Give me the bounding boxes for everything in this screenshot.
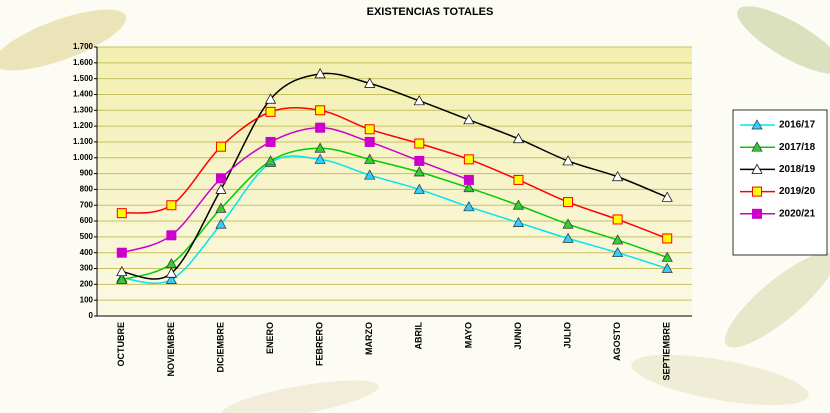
y-tick-label: 1.500 [73, 74, 94, 83]
x-tick-label: JUNIO [513, 322, 523, 350]
y-tick-label: 900 [80, 169, 94, 178]
data-point [215, 218, 227, 229]
data-point [661, 262, 673, 273]
data-point [413, 166, 425, 177]
x-tick-label: ENERO [265, 322, 275, 354]
data-point [215, 183, 227, 194]
legend-marker [752, 208, 762, 219]
y-tick-label: 0 [89, 311, 94, 320]
y-tick-label: 1.700 [73, 42, 94, 51]
legend-label: 2018/19 [779, 164, 816, 175]
data-point [463, 114, 475, 125]
x-tick-label: ABRIL [414, 322, 424, 350]
data-point [314, 142, 326, 153]
data-point [562, 155, 574, 166]
y-tick-label: 1.200 [73, 121, 94, 130]
legend-marker [751, 119, 763, 130]
data-point [612, 214, 623, 225]
data-point [265, 106, 276, 117]
y-tick-label: 200 [80, 279, 94, 288]
data-point [165, 267, 177, 278]
data-point [215, 202, 227, 213]
data-point [463, 182, 475, 193]
legend-marker [751, 141, 763, 152]
data-point [513, 174, 524, 185]
y-tick-label: 700 [80, 200, 94, 209]
y-tick-label: 1.600 [73, 58, 94, 67]
y-tick-label: 1.100 [73, 137, 94, 146]
data-point [463, 174, 474, 185]
x-tick-label: SEPTIEMBRE [662, 322, 672, 381]
y-tick-label: 400 [80, 248, 94, 257]
legend-label: 2019/20 [779, 186, 816, 197]
data-point [166, 200, 177, 211]
y-tick-label: 500 [80, 232, 94, 241]
legend-label: 2016/17 [779, 120, 816, 131]
y-tick-label: 800 [80, 185, 94, 194]
y-tick-label: 600 [80, 216, 94, 225]
y-tick-label: 300 [80, 264, 94, 273]
legend [732, 109, 828, 256]
data-point [662, 233, 673, 244]
x-tick-label: NOVIEMBRE [166, 322, 176, 377]
data-point [364, 124, 375, 135]
data-point [512, 133, 525, 144]
legend-label: 2017/18 [779, 142, 816, 153]
data-point [612, 171, 624, 182]
data-point [463, 154, 474, 165]
data-point [512, 216, 525, 227]
legend-label: 2020/21 [779, 208, 816, 219]
data-point [414, 138, 425, 149]
data-point [116, 208, 127, 219]
data-point [563, 197, 574, 208]
x-tick-label: OCTUBRE [116, 322, 126, 367]
x-tick-label: JULIO [562, 322, 572, 349]
data-point [612, 246, 624, 258]
data-point [315, 105, 326, 116]
data-point [364, 77, 376, 88]
x-tick-label: FEBRERO [315, 322, 325, 366]
y-tick-label: 1.400 [73, 90, 94, 99]
x-tick-label: MAYO [463, 322, 473, 348]
data-point [562, 218, 574, 229]
legend-marker [752, 186, 762, 197]
data-point [314, 153, 326, 164]
y-tick-label: 1.300 [73, 105, 94, 114]
data-point [264, 93, 277, 104]
data-point [116, 273, 128, 284]
data-point [512, 199, 525, 210]
data-point [413, 183, 425, 194]
data-point [612, 234, 624, 245]
x-tick-label: DICIEMBRE [215, 322, 225, 373]
data-point [413, 95, 425, 106]
chart-title: EXISTENCIAS TOTALES [367, 6, 494, 18]
data-point [215, 173, 226, 184]
data-point [315, 122, 326, 133]
data-point [661, 191, 673, 202]
y-tick-label: 100 [80, 295, 94, 304]
data-point [364, 136, 375, 147]
data-point [265, 136, 276, 147]
data-point [562, 232, 574, 243]
x-tick-label: MARZO [364, 322, 374, 355]
data-point [116, 265, 128, 277]
data-point [661, 251, 673, 262]
data-point [165, 273, 177, 284]
data-point [364, 153, 376, 164]
x-tick-label: AGOSTO [612, 322, 622, 361]
data-point [166, 230, 177, 241]
data-point [414, 155, 425, 166]
legend-marker [751, 163, 763, 174]
data-point [215, 141, 226, 152]
data-point [116, 247, 127, 258]
data-point [364, 169, 376, 180]
data-point [463, 201, 475, 212]
data-point [314, 68, 326, 79]
y-tick-label: 1.000 [73, 153, 94, 162]
data-point [264, 155, 277, 166]
